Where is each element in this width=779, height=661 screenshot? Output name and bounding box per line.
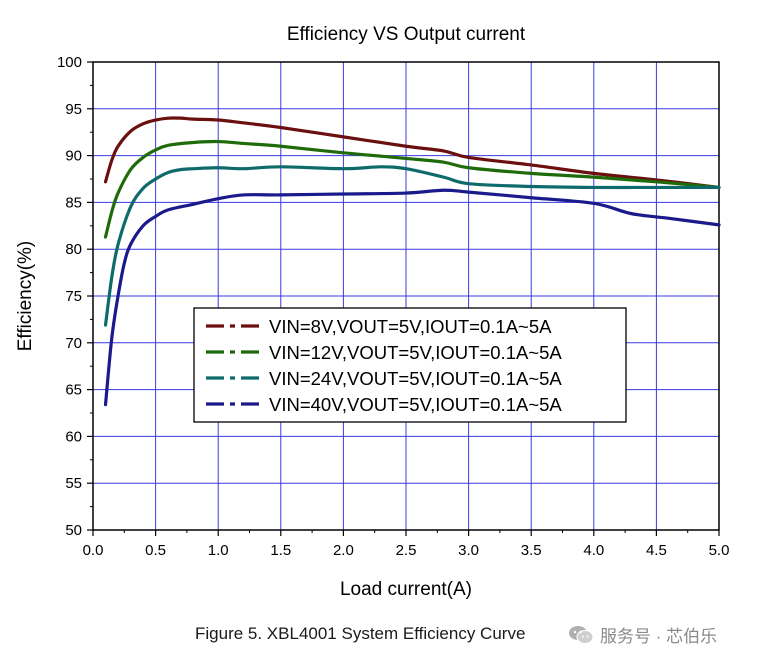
series-line-3 <box>103 165 721 327</box>
legend-label-2: VIN=12V,VOUT=5V,IOUT=0.1A~5A <box>269 342 562 363</box>
legend-label-3: VIN=24V,VOUT=5V,IOUT=0.1A~5A <box>269 368 562 389</box>
x-tick-label: 3.0 <box>458 542 479 559</box>
x-tick-label: 2.0 <box>333 542 354 559</box>
figure-caption: Figure 5. XBL4001 System Efficiency Curv… <box>195 624 526 643</box>
legend-label-1: VIN=8V,VOUT=5V,IOUT=0.1A~5A <box>269 316 552 337</box>
x-tick-label: 3.5 <box>521 542 542 559</box>
series-line-2 <box>103 139 721 239</box>
legend-label-4: VIN=40V,VOUT=5V,IOUT=0.1A~5A <box>269 394 562 415</box>
y-tick-label: 80 <box>65 241 82 258</box>
y-tick-label: 100 <box>57 54 82 71</box>
y-tick-label: 50 <box>65 522 82 539</box>
x-tick-label: 0.5 <box>145 542 166 559</box>
axis-ticks: 0.0 0.5 1.0 1.5 2.0 2.5 3.0 3.5 4.0 4.5 5.0 50 55 60 6… <box>57 54 729 559</box>
wechat-icon <box>569 625 594 644</box>
legend-box <box>193 307 627 423</box>
y-tick-label: 65 <box>65 382 82 399</box>
series-line-4 <box>103 188 721 407</box>
x-tick-label: 0.0 <box>83 542 104 559</box>
grid-lines <box>93 62 719 530</box>
x-tick-label: 1.5 <box>270 542 291 559</box>
y-tick-label: 55 <box>65 475 82 492</box>
y-tick-label: 75 <box>65 288 82 305</box>
x-tick-label: 5.0 <box>709 542 730 559</box>
y-tick-label: 95 <box>65 101 82 118</box>
x-tick-label: 2.5 <box>396 542 417 559</box>
y-tick-label: 90 <box>65 148 82 165</box>
y-tick-label: 85 <box>65 194 82 211</box>
legend: VIN=8V,VOUT=5V,IOUT=0.1A~5A VIN=12V,VOUT=… <box>193 307 627 423</box>
figure-caption-bar: Figure 5. XBL4001 System Efficiency Curv… <box>0 620 779 650</box>
x-tick-label: 1.0 <box>208 542 229 559</box>
y-tick-label: 70 <box>65 335 82 352</box>
y-tick-label: 60 <box>65 428 82 445</box>
x-tick-label: 4.5 <box>646 542 667 559</box>
series-line-1 <box>103 116 721 190</box>
x-tick-label: 4.0 <box>583 542 604 559</box>
series-lines <box>103 116 721 407</box>
y-axis-label: Efficiency(%) <box>15 241 36 352</box>
x-axis-label: Load current(A) <box>340 579 472 600</box>
watermark-text: 服务号 · 芯伯乐 <box>600 627 718 646</box>
chart-title: Efficiency VS Output current <box>287 24 526 45</box>
watermark: 服务号 · 芯伯乐 <box>568 622 717 647</box>
